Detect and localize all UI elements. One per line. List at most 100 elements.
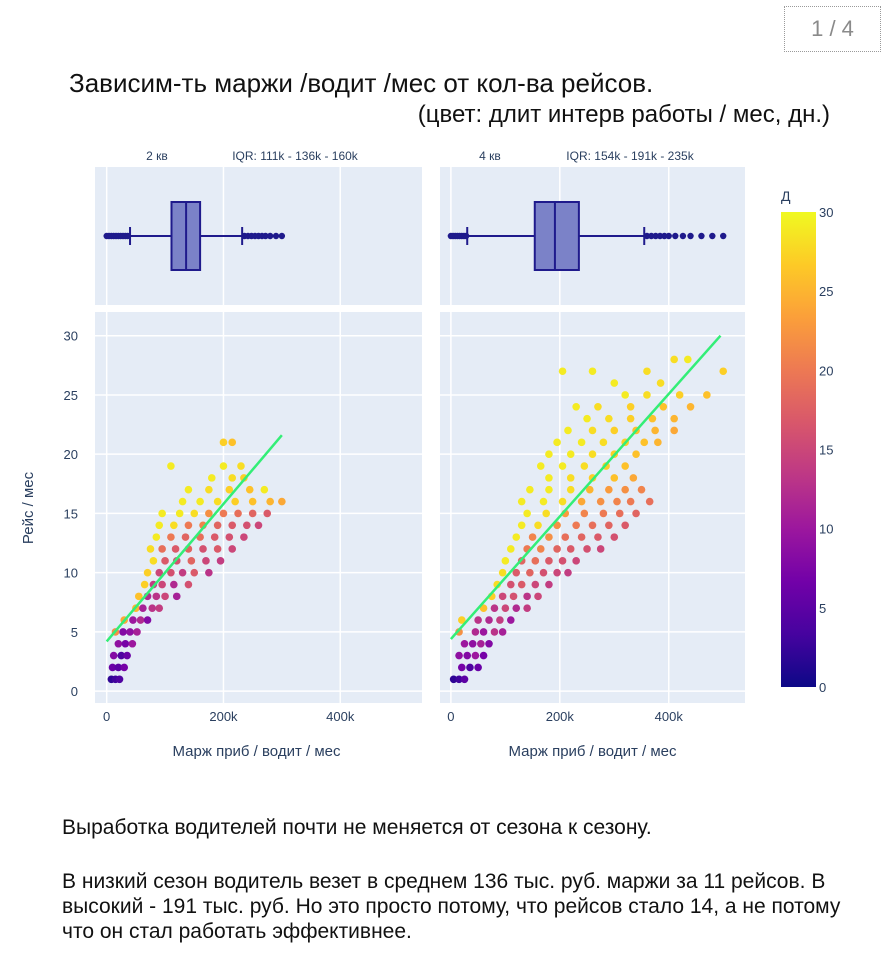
scatter-point [237, 462, 245, 470]
scatter-point [566, 545, 575, 553]
scatter-point [512, 604, 521, 613]
box-outlier [266, 232, 274, 240]
scatter-point [167, 533, 175, 541]
scatter-point [545, 485, 553, 494]
scatter-point [498, 568, 507, 577]
scatter-point [577, 533, 586, 541]
scatter-point [219, 509, 228, 518]
scatter-point [632, 509, 640, 518]
scatter-point [136, 616, 145, 624]
scatter-point [583, 545, 591, 553]
scatter-point [686, 402, 695, 411]
x-tick-label: 400k [326, 709, 355, 724]
scatter-point [512, 568, 521, 577]
scatter-point [523, 592, 531, 601]
scatter-point [553, 438, 561, 447]
scatter-point [477, 639, 485, 648]
x-axis-label: Марж приб / водит / мес [173, 743, 341, 760]
scatter-point [479, 604, 488, 613]
scatter-point [129, 616, 137, 624]
scatter-point [463, 651, 472, 660]
scatter-point [558, 557, 567, 565]
text-paragraph-1: Выработка водителей почти не меняется от… [62, 816, 652, 839]
scatter-point [143, 616, 152, 624]
scatter-point [564, 568, 572, 577]
scatter-point [580, 509, 589, 518]
scatter-point [645, 497, 654, 506]
scatter-point [114, 663, 123, 672]
scatter-point [490, 628, 499, 636]
scatter-point [139, 604, 147, 613]
scatter-point [605, 485, 613, 494]
y-axis-label: Рейс / мес [20, 471, 37, 544]
scatter-point [594, 402, 602, 411]
trend-line [105, 434, 283, 643]
scatter-point [114, 639, 123, 648]
scatter-point [161, 557, 169, 565]
scatter-point [526, 568, 534, 577]
y-tick-label: 5 [71, 625, 78, 640]
scatter-point [455, 675, 463, 684]
scatter-point [545, 557, 553, 565]
scatter-point [517, 580, 526, 589]
y-tick-label: 20 [64, 447, 78, 462]
scatter-point [703, 391, 711, 399]
scatter-point [225, 533, 234, 541]
scatter-point [539, 497, 548, 506]
scatter-point [184, 485, 193, 494]
scatter-point [507, 545, 515, 553]
scatter-point [629, 474, 638, 482]
scatter-point [501, 557, 510, 565]
scatter-point [133, 628, 141, 636]
scatter-point [471, 628, 480, 636]
scatter-point [171, 545, 180, 553]
scatter-point [507, 580, 515, 589]
scatter-point [577, 438, 586, 447]
trend-line [449, 334, 722, 640]
y-tick-label: 15 [64, 506, 78, 521]
scatter-point [170, 521, 178, 530]
scatter-point [148, 604, 157, 613]
slide-title: Зависим-ть маржи /водит /мес от кол-ва р… [69, 68, 654, 98]
scatter-point [613, 497, 621, 506]
scatter-point [610, 379, 619, 387]
text-paragraph-2: В низкий сезон водитель везет в среднем … [62, 870, 841, 943]
scatter-point [553, 568, 561, 577]
scatter-point [466, 663, 474, 672]
scatter-point [143, 568, 152, 577]
scatter-point [656, 379, 665, 387]
scatter-point [460, 639, 469, 648]
box-outlier [272, 232, 280, 240]
scatter-point [580, 462, 589, 470]
scatter-point [670, 426, 678, 435]
scatter-point [457, 616, 466, 624]
scatter-point [585, 485, 594, 494]
colorbar-tick-label: 25 [819, 284, 833, 299]
scatter-point [228, 545, 237, 553]
scatter-point [167, 462, 175, 470]
box-outlier [679, 232, 687, 240]
panel-season-label: 2 кв [146, 149, 168, 163]
y-tick-label: 30 [64, 329, 78, 344]
scatter-point [457, 663, 466, 672]
scatter-plot-area [95, 312, 422, 703]
scatter-point [684, 355, 692, 364]
scatter-point [254, 521, 263, 530]
panel-1: 0 200k 400k 0 5 10 15 20 25 30 2 кв IQR: 111k - 136… [64, 149, 422, 760]
scatter-point [213, 497, 222, 506]
scatter-point [184, 580, 193, 589]
scatter-point [572, 521, 580, 530]
y-tick-label: 10 [64, 566, 78, 581]
scatter-point [228, 474, 237, 482]
scatter-point [523, 604, 531, 613]
chart: 0 200k 400k 0 5 10 15 20 25 30 2 кв IQR: 111k - 136… [20, 149, 833, 760]
scatter-point [517, 521, 526, 530]
scatter-point [121, 639, 130, 648]
box-outlier [665, 232, 672, 240]
scatter-point [228, 521, 237, 530]
scatter-point [588, 521, 597, 530]
scatter-point [659, 402, 668, 411]
scatter-point [149, 557, 158, 565]
colorbar-title: Д [781, 188, 791, 204]
scatter-point [120, 663, 128, 672]
